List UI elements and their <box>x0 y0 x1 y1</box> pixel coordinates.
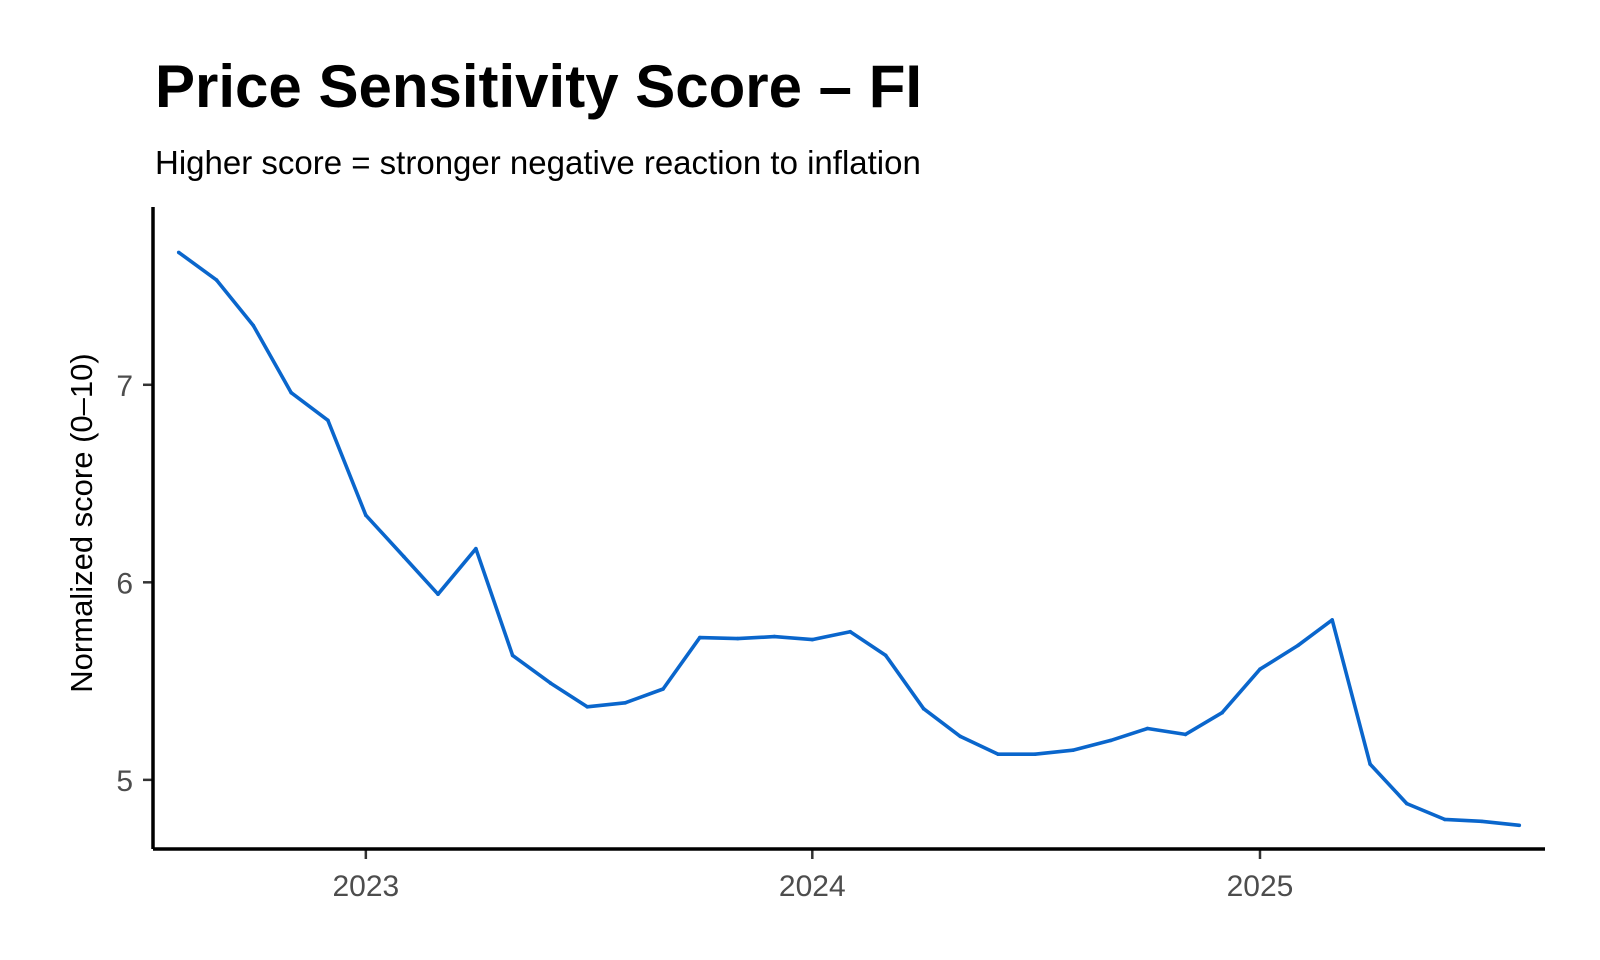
y-axis-ticks: 5 6 7 <box>116 370 153 798</box>
data-point <box>289 390 294 395</box>
data-point <box>1033 752 1037 756</box>
data-point <box>848 629 852 634</box>
chart-title: Price Sensitivity Score – FI <box>155 53 923 120</box>
data-point <box>810 637 815 642</box>
series-layer <box>176 250 1522 828</box>
data-point <box>772 634 777 639</box>
data-point <box>1109 738 1113 743</box>
chart-subtitle: Higher score = stronger negative reactio… <box>155 144 921 181</box>
data-point <box>1258 667 1262 671</box>
x-tick-label: 2023 <box>332 870 399 903</box>
data-point <box>1183 732 1188 737</box>
data-point <box>474 546 478 551</box>
data-point <box>1405 801 1409 806</box>
data-point <box>364 513 368 517</box>
data-point <box>326 418 330 423</box>
y-tick-label: 6 <box>116 567 133 600</box>
data-point <box>921 706 926 711</box>
data-point <box>510 653 515 658</box>
data-point <box>1368 762 1372 766</box>
y-axis-title: Normalized score (0–10) <box>64 353 99 692</box>
data-point <box>585 705 589 709</box>
data-point <box>1145 726 1150 731</box>
data-point <box>623 701 627 705</box>
data-point <box>883 653 888 658</box>
data-point <box>1517 823 1522 828</box>
data-point <box>402 554 406 559</box>
x-tick-label: 2025 <box>1227 870 1294 903</box>
series-line <box>177 250 1520 828</box>
data-point <box>958 734 963 739</box>
data-point <box>661 687 665 691</box>
data-point <box>1071 748 1075 752</box>
data-point <box>214 278 219 282</box>
data-point <box>1296 643 1300 648</box>
x-tick-label: 2024 <box>779 870 846 903</box>
data-point <box>735 636 740 641</box>
data-point <box>1479 819 1484 824</box>
y-tick-label: 7 <box>116 370 133 403</box>
data-point <box>436 592 440 596</box>
data-point <box>1330 618 1334 622</box>
data-point <box>251 323 256 328</box>
data-point <box>996 752 1000 756</box>
data-point <box>548 681 553 685</box>
data-point <box>1442 817 1447 822</box>
data-point <box>176 250 181 255</box>
x-axis-ticks: 2023 2024 2025 <box>332 849 1293 903</box>
data-point <box>1220 710 1224 715</box>
data-point <box>698 635 702 640</box>
y-tick-label: 5 <box>116 765 133 798</box>
